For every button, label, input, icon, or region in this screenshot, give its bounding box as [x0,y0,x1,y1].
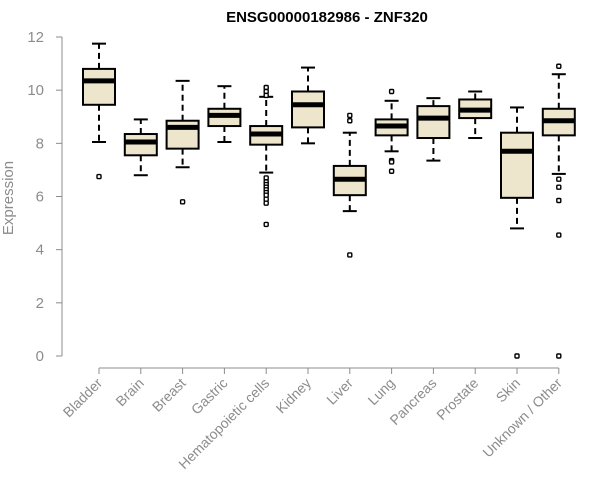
outlier-point [347,118,353,124]
x-tick-label-liver: Liver [323,375,356,408]
outlier-point [556,353,562,359]
outlier-point [96,173,102,180]
boxes-layer [82,42,576,359]
outlier-point [347,252,353,258]
outlier-point [388,168,395,174]
y-tick-label: 4 [36,242,44,259]
box-bladder [82,42,116,180]
outlier-point [263,92,269,99]
x-tick-label-brain: Brain [112,375,146,409]
box-hematopoietic-cells [249,84,284,228]
box-iqr [416,105,451,140]
outlier-point [556,184,562,190]
box-iqr [123,133,158,157]
box-unknown-other [541,63,576,359]
y-axis-label: Expression [0,161,17,235]
y-tick-label: 8 [36,135,44,152]
outlier-point [556,197,562,204]
y-tick-label: 6 [36,189,44,206]
box-iqr [500,131,534,199]
box-iqr [82,67,116,106]
x-tick-label-lung: Lung [364,375,397,408]
chart-title: ENSG00000182986 - ZNF320 [226,9,428,26]
outlier-point [388,88,395,95]
y-tick-label: 0 [36,348,44,365]
outlier-point [556,232,562,238]
outlier-point [388,159,395,165]
outlier-point [514,353,520,359]
box-iqr [291,90,325,129]
box-gastric [207,85,242,144]
y-axis-ticks: 0 2 4 6 8 10 12 [27,29,62,365]
y-tick-label: 10 [27,82,44,99]
outlier-point [556,63,562,69]
box-breast [165,79,200,205]
box-skin [500,106,534,359]
box-pancreas [416,97,451,162]
x-tick-label-prostate: Prostate [433,375,481,423]
outlier-point [347,112,353,119]
y-tick-label: 12 [27,29,44,46]
outlier-point [263,200,269,206]
outlier-point [263,221,269,228]
box-prostate [458,90,493,140]
x-tick-label-breast: Breast [149,375,189,415]
x-tick-label-skin: Skin [493,375,524,406]
box-liver [332,112,367,258]
box-brain [123,118,158,177]
x-tick-label-unknown-other: Unknown / Other [479,375,565,461]
outlier-point [179,199,186,205]
box-kidney [291,66,325,145]
box-lung [374,88,409,174]
outlier-point [556,176,562,182]
x-tick-label-kidney: Kidney [273,375,315,417]
x-tick-label-bladder: Bladder [60,375,106,421]
y-tick-label: 2 [36,295,44,312]
